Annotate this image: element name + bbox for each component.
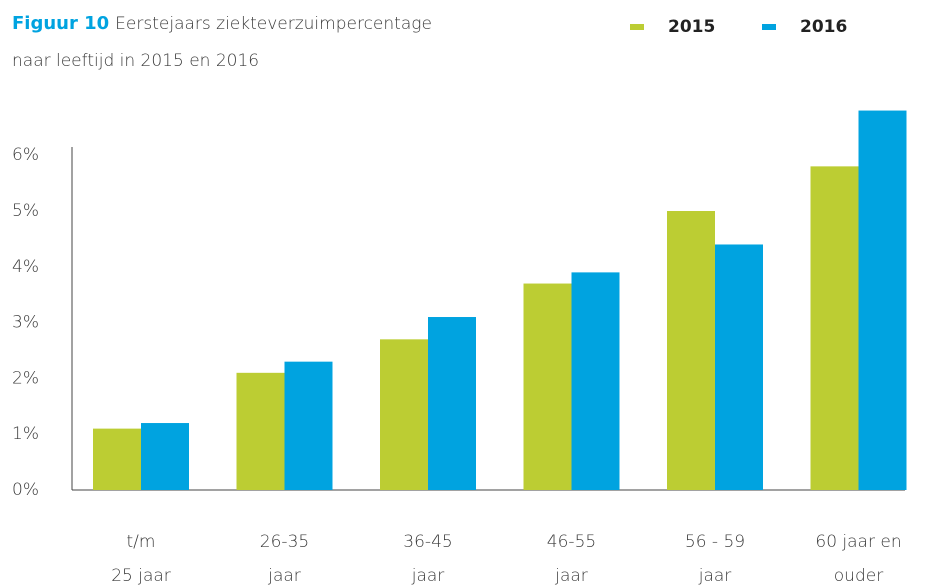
x-tick-label: 56 - 59 bbox=[685, 532, 745, 552]
x-tick-label: jaar bbox=[698, 566, 732, 586]
y-tick-label: 0% bbox=[12, 480, 39, 500]
y-tick-label: 3% bbox=[12, 313, 39, 333]
x-tick-label: 25 jaar bbox=[111, 566, 171, 586]
legend-swatch bbox=[762, 24, 776, 30]
x-tick-label: jaar bbox=[267, 566, 301, 586]
x-tick-label: 60 jaar en bbox=[815, 532, 901, 552]
x-tick-label: jaar bbox=[411, 566, 445, 586]
bar bbox=[715, 244, 763, 490]
legend-swatch bbox=[630, 24, 644, 30]
title-line: Eerstejaars ziekteverzuimpercentage bbox=[115, 14, 432, 34]
y-tick-label: 6% bbox=[12, 145, 39, 165]
title-line: naar leeftijd in 2015 en 2016 bbox=[12, 51, 259, 71]
x-tick-label: t/m bbox=[127, 532, 156, 552]
bar bbox=[93, 428, 141, 490]
bar bbox=[667, 211, 715, 490]
bar bbox=[236, 372, 285, 490]
bar bbox=[284, 361, 333, 490]
x-tick-label: 46-55 bbox=[547, 532, 596, 552]
y-tick-label: 5% bbox=[12, 201, 39, 221]
chart-title: Figuur 10 Eerstejaars ziekteverzuimpercen… bbox=[12, 13, 432, 34]
legend-label: 2016 bbox=[800, 17, 847, 37]
bar bbox=[810, 166, 859, 491]
bar bbox=[428, 317, 476, 490]
x-tick-label: 26-35 bbox=[260, 532, 309, 552]
y-tick-label: 1% bbox=[12, 424, 39, 444]
y-tick-label: 2% bbox=[12, 368, 39, 388]
y-tick-label: 4% bbox=[12, 257, 39, 277]
bar bbox=[571, 272, 620, 490]
x-tick-label: ouder bbox=[834, 566, 883, 586]
bar bbox=[858, 110, 907, 490]
bar bbox=[380, 339, 428, 490]
x-tick-label: 36-45 bbox=[403, 532, 452, 552]
bar bbox=[523, 283, 572, 490]
legend-label: 2015 bbox=[668, 17, 715, 37]
x-tick-label: jaar bbox=[554, 566, 588, 586]
bar bbox=[141, 423, 189, 490]
figure-label: Figuur 10 bbox=[12, 13, 109, 34]
